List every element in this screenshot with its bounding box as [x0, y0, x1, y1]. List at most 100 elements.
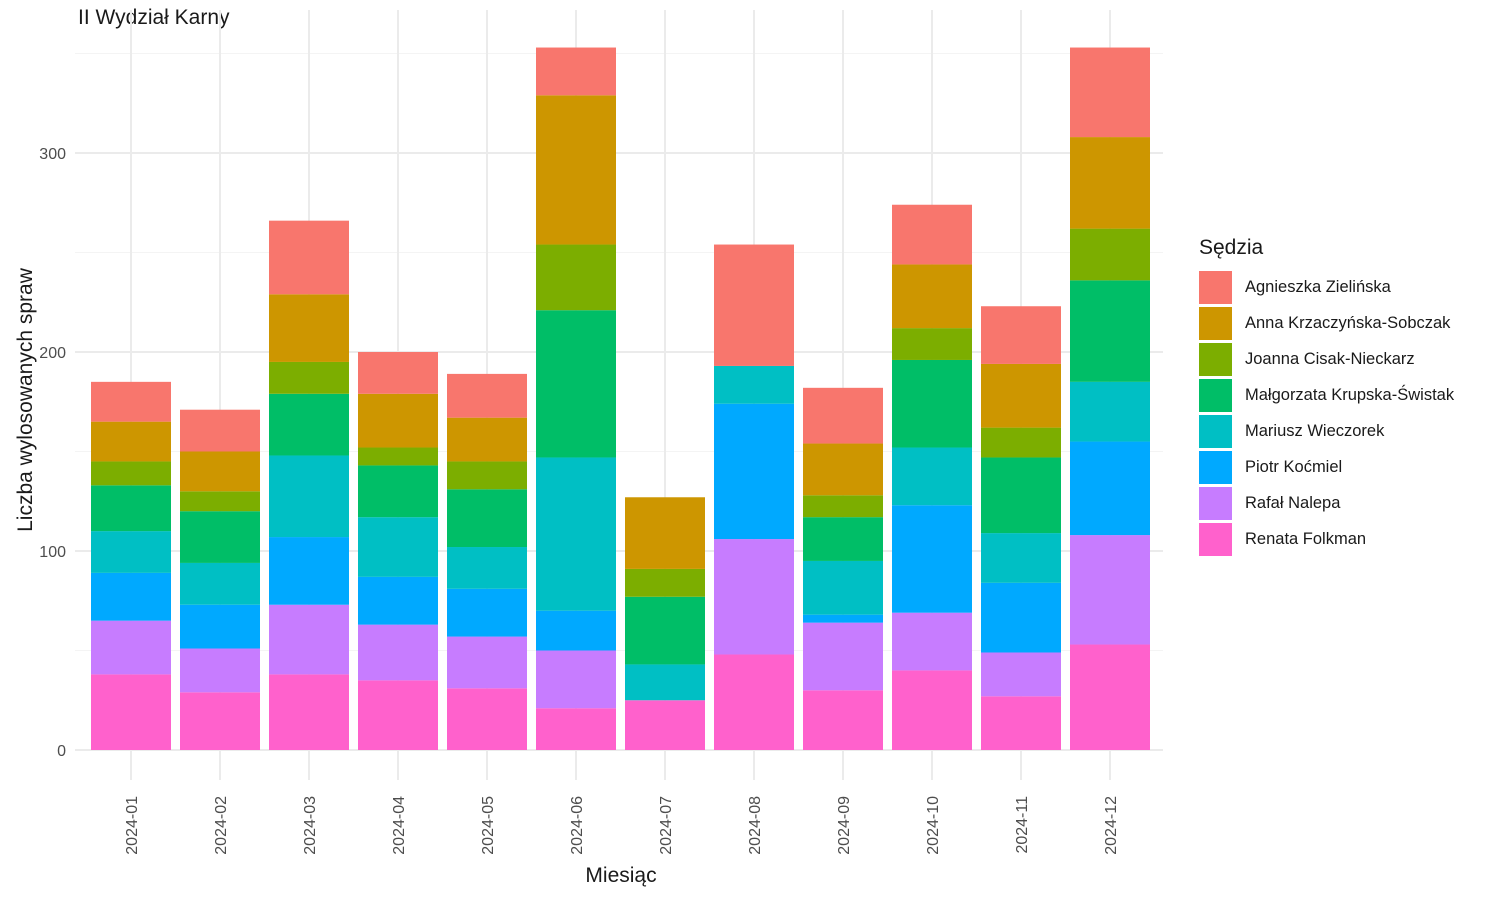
bar-segment	[91, 461, 171, 486]
legend-swatch	[1199, 450, 1232, 484]
bar-segment	[447, 547, 527, 589]
bar-segment	[447, 373, 527, 418]
legend-label: Rafał Nalepa	[1245, 493, 1341, 512]
bar-segment	[358, 576, 438, 625]
bar-segment	[1070, 441, 1150, 536]
bar-segment	[447, 588, 527, 637]
bar-segment	[714, 244, 794, 366]
legend-swatch	[1199, 342, 1232, 376]
bar-segment	[892, 359, 972, 448]
legend-item: Renata Folkman	[1199, 521, 1454, 557]
bar-segment	[803, 560, 883, 615]
bar-segment	[536, 95, 616, 245]
bar-segment	[625, 497, 705, 569]
bar-segment	[625, 700, 705, 750]
legend-swatch	[1199, 414, 1232, 448]
bar-segment	[892, 264, 972, 329]
x-tick-label: 2024-07	[658, 796, 675, 855]
bar-segment	[180, 648, 260, 693]
legend-item: Anna Krzaczyńska-Sobczak	[1199, 305, 1454, 341]
bar-segment	[358, 624, 438, 681]
bar-segment	[447, 461, 527, 490]
bar-segment	[981, 363, 1061, 428]
x-tick-label: 2024-03	[302, 796, 319, 855]
bar-segment	[358, 680, 438, 750]
bar-segment	[91, 674, 171, 750]
x-tick-label: 2024-01	[124, 796, 141, 855]
bar-segment	[536, 244, 616, 311]
bar-segment	[536, 47, 616, 96]
x-tick-label: 2024-11	[1014, 796, 1031, 854]
bar-segment	[536, 457, 616, 611]
bar-segment	[269, 537, 349, 605]
bar-segment	[892, 204, 972, 265]
legend-item: Agnieszka Zielińska	[1199, 269, 1454, 305]
bar-segment	[269, 393, 349, 456]
bar-segment	[1070, 137, 1150, 229]
bar-segment	[269, 604, 349, 675]
bar-segment	[1070, 535, 1150, 645]
bar-segment	[91, 485, 171, 532]
legend-item: Małgorzata Krupska-Świstak	[1199, 377, 1454, 413]
legend-label: Piotr Koćmiel	[1245, 457, 1343, 476]
bar-segment	[358, 465, 438, 518]
bar-segment	[1070, 280, 1150, 382]
x-tick-label: 2024-06	[569, 796, 586, 855]
legend-item: Piotr Koćmiel	[1199, 449, 1454, 485]
bar-segment	[892, 447, 972, 506]
x-tick-label: 2024-12	[1103, 796, 1120, 855]
legend-swatch	[1199, 306, 1232, 340]
bar-segment	[447, 417, 527, 462]
legend-label: Renata Folkman	[1245, 529, 1367, 548]
bar-segment	[536, 610, 616, 651]
x-axis-label: Miesiąc	[585, 864, 657, 887]
bar-segment	[91, 421, 171, 462]
x-tick-label: 2024-08	[747, 796, 764, 855]
legend-swatch	[1199, 378, 1232, 412]
bar-segment	[447, 636, 527, 689]
bar-segment	[536, 708, 616, 750]
bar-segment	[803, 622, 883, 691]
bar-segment	[447, 688, 527, 750]
legend-label: Małgorzata Krupska-Świstak	[1245, 385, 1455, 404]
bar-segment	[269, 455, 349, 538]
legend-label: Agnieszka Zielińska	[1245, 277, 1391, 296]
bar-segment	[981, 696, 1061, 750]
bar-segment	[358, 517, 438, 577]
bar-segment	[981, 306, 1061, 364]
bar-segment	[1070, 228, 1150, 281]
bar-segment	[269, 361, 349, 394]
legend-item: Rafał Nalepa	[1199, 485, 1454, 521]
bar-segment	[91, 572, 171, 621]
axes: 0 100 200 300 2024-01 2024-02 2024-03 2024-04 20…	[39, 146, 1120, 855]
bars	[91, 47, 1150, 750]
legend-item: Joanna Cisak-Nieckarz	[1199, 341, 1454, 377]
bar-segment	[981, 457, 1061, 534]
bar-segment	[714, 365, 794, 404]
bar-segment	[714, 654, 794, 750]
bar-segment	[1070, 47, 1150, 138]
bar-segment	[892, 505, 972, 613]
legend: Sędzia Agnieszka Zielińska Anna Krzaczyńs…	[1199, 236, 1454, 557]
bar-segment	[625, 664, 705, 701]
bar-segment	[981, 427, 1061, 458]
y-tick-label: 100	[39, 544, 66, 561]
bar-segment	[269, 294, 349, 362]
legend-swatch	[1199, 522, 1232, 556]
legend-swatch	[1199, 486, 1232, 520]
bar-segment	[803, 495, 883, 518]
bar-segment	[714, 403, 794, 540]
bar-segment	[91, 620, 171, 675]
bar-segment	[625, 568, 705, 597]
bar-segment	[981, 652, 1061, 697]
bar-segment	[180, 511, 260, 563]
x-tick-label: 2024-04	[391, 796, 408, 855]
bar-segment	[1070, 644, 1150, 750]
bar-segment	[358, 352, 438, 394]
x-tick-label: 2024-02	[213, 796, 230, 855]
bar-segment	[981, 533, 1061, 583]
bar-segment	[625, 596, 705, 665]
legend-label: Anna Krzaczyńska-Sobczak	[1245, 313, 1451, 332]
